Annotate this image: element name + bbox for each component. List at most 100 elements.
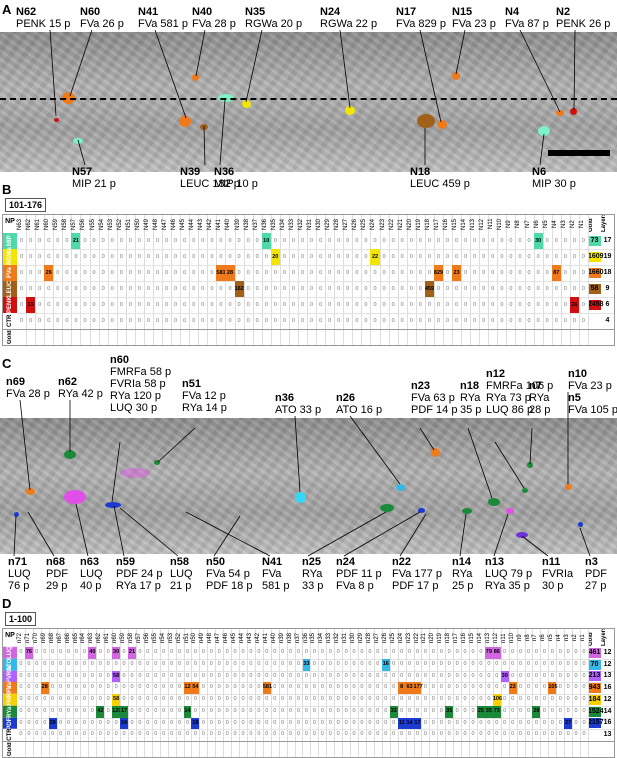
table-d-cell: 0 bbox=[296, 672, 301, 679]
table-b-cell: 0 bbox=[210, 286, 214, 292]
table-d-layer-count: 12 bbox=[603, 695, 612, 703]
table-b-cell: 0 bbox=[273, 286, 277, 292]
neuron-blob-n69 bbox=[26, 488, 35, 495]
table-d-cell: 0 bbox=[185, 731, 190, 738]
table-b-cell: 0 bbox=[137, 254, 141, 260]
table-d-cell: 0 bbox=[209, 660, 213, 667]
table-d-col bbox=[80, 629, 90, 757]
table-b-neuron-header: N13 bbox=[470, 218, 477, 230]
table-d-cell: 0 bbox=[384, 684, 388, 691]
table-d-col bbox=[231, 629, 241, 757]
table-b-neuron-header: N62 bbox=[26, 218, 33, 230]
table-b-cell: 0 bbox=[146, 238, 150, 244]
table-b-col bbox=[416, 215, 426, 345]
table-b-cell: 0 bbox=[300, 302, 305, 308]
table-d-cell: 0 bbox=[162, 707, 166, 714]
table-d-cell: 0 bbox=[550, 719, 554, 726]
table-d-cell: 0 bbox=[415, 731, 419, 738]
table-d-cell: 0 bbox=[43, 672, 47, 679]
table-d-cell: 0 bbox=[138, 696, 142, 702]
scale-bar bbox=[548, 150, 610, 156]
caption-c-n25: n25 RYa 33 p bbox=[302, 556, 324, 592]
table-d-cell: 0 bbox=[519, 649, 523, 655]
table-b-cell: 0 bbox=[110, 238, 114, 244]
neuron-blob-n7 bbox=[527, 462, 533, 468]
table-d-cell: 0 bbox=[558, 649, 562, 655]
table-b-neuron-header: N5 bbox=[542, 220, 549, 228]
table-d-col bbox=[509, 629, 518, 757]
table-b-cell: 0 bbox=[518, 286, 522, 292]
table-d-cell: 0 bbox=[217, 731, 221, 738]
table-d-cell: 58 bbox=[112, 694, 121, 706]
table-b-cell: 0 bbox=[74, 302, 78, 308]
table-b-cell: 0 bbox=[445, 318, 450, 324]
table-d-cell: 0 bbox=[281, 731, 285, 738]
table-d-cell: 0 bbox=[106, 731, 110, 738]
table-b-cell: 0 bbox=[382, 238, 386, 244]
table-b-cell: 0 bbox=[92, 302, 96, 308]
table-d-neuron-header: n53 bbox=[167, 633, 174, 644]
table-d-col bbox=[453, 629, 463, 757]
table-b-row-total: 73 bbox=[588, 236, 601, 246]
table-d-row-total: 943 bbox=[588, 683, 601, 694]
table-d-cell: 0 bbox=[312, 672, 316, 679]
table-b-cell: 0 bbox=[319, 238, 323, 244]
table-d-cell: 0 bbox=[511, 707, 515, 714]
table-b-cell: 0 bbox=[346, 286, 350, 292]
table-d-cell: 0 bbox=[178, 649, 182, 655]
table-b-cell: 0 bbox=[536, 286, 540, 292]
table-b-cell: 0 bbox=[56, 302, 60, 308]
table-b-cell: 0 bbox=[246, 302, 250, 308]
leaders-c bbox=[13, 392, 591, 557]
table-d-cell: 0 bbox=[328, 649, 332, 655]
table-b-neuron-header: N23 bbox=[379, 218, 386, 230]
table-d-cell: 0 bbox=[233, 660, 237, 667]
table-d-cell: 0 bbox=[415, 660, 419, 667]
table-d-col bbox=[477, 629, 486, 757]
table-b-col bbox=[53, 215, 64, 345]
table-d-cell: 0 bbox=[35, 696, 39, 702]
table-d-cell: 0 bbox=[487, 684, 491, 691]
table-d: NP LUQ 12 461 ATO 12 70 FVRIa 13 213 FVa 16 943 FMRFa… bbox=[2, 628, 615, 758]
table-b-cell: 30 bbox=[533, 233, 543, 249]
table-d-cell: 0 bbox=[304, 707, 308, 714]
table-d-cell: 0 bbox=[447, 696, 451, 702]
table-b-cell: 0 bbox=[228, 286, 232, 292]
table-d-cell: 0 bbox=[566, 672, 570, 679]
table-b-cell: 0 bbox=[427, 238, 431, 244]
table-b-cell: 0 bbox=[119, 318, 123, 324]
table-b-cell: 0 bbox=[509, 238, 513, 244]
table-d-cell: 0 bbox=[90, 684, 94, 691]
table-d-cell: 0 bbox=[19, 696, 23, 702]
table-d-cell: 0 bbox=[320, 696, 324, 702]
table-d-cell: 0 bbox=[479, 660, 483, 667]
table-d-cell: 0 bbox=[503, 684, 507, 691]
table-d-cell: 0 bbox=[328, 731, 332, 738]
table-b-col bbox=[361, 215, 372, 345]
table-b-col bbox=[289, 215, 299, 345]
table-d-cell: 0 bbox=[566, 707, 570, 714]
table-d-cell: 0 bbox=[249, 672, 253, 679]
table-d-cell: 0 bbox=[98, 731, 102, 738]
table-d-cell: 0 bbox=[526, 696, 531, 702]
table-d-cell: 0 bbox=[35, 707, 39, 714]
table-d-cell: 14 bbox=[405, 717, 414, 730]
table-b-col bbox=[135, 215, 145, 345]
caption-c-n63: n63 LUQ 40 p bbox=[80, 556, 103, 592]
table-d-cell: 0 bbox=[51, 660, 55, 667]
table-d-cell: 0 bbox=[312, 719, 316, 726]
table-b-cell: 0 bbox=[482, 302, 486, 308]
table-d-cell: 0 bbox=[27, 707, 31, 714]
table-b-cell: 0 bbox=[210, 302, 214, 308]
table-b-cell: 0 bbox=[29, 270, 33, 276]
table-d-cell: 0 bbox=[249, 719, 253, 726]
table-b-cell: 0 bbox=[581, 238, 585, 244]
table-d-cell: 0 bbox=[162, 660, 166, 667]
table-d-cell: 0 bbox=[43, 731, 47, 738]
table-d-cell: 0 bbox=[471, 660, 475, 667]
table-b-cell: 0 bbox=[427, 318, 431, 324]
table-d-cell: 0 bbox=[130, 731, 134, 738]
table-b-row-mip bbox=[3, 233, 614, 250]
table-b-cell: 0 bbox=[500, 254, 504, 260]
table-d-cell: 0 bbox=[360, 660, 364, 667]
